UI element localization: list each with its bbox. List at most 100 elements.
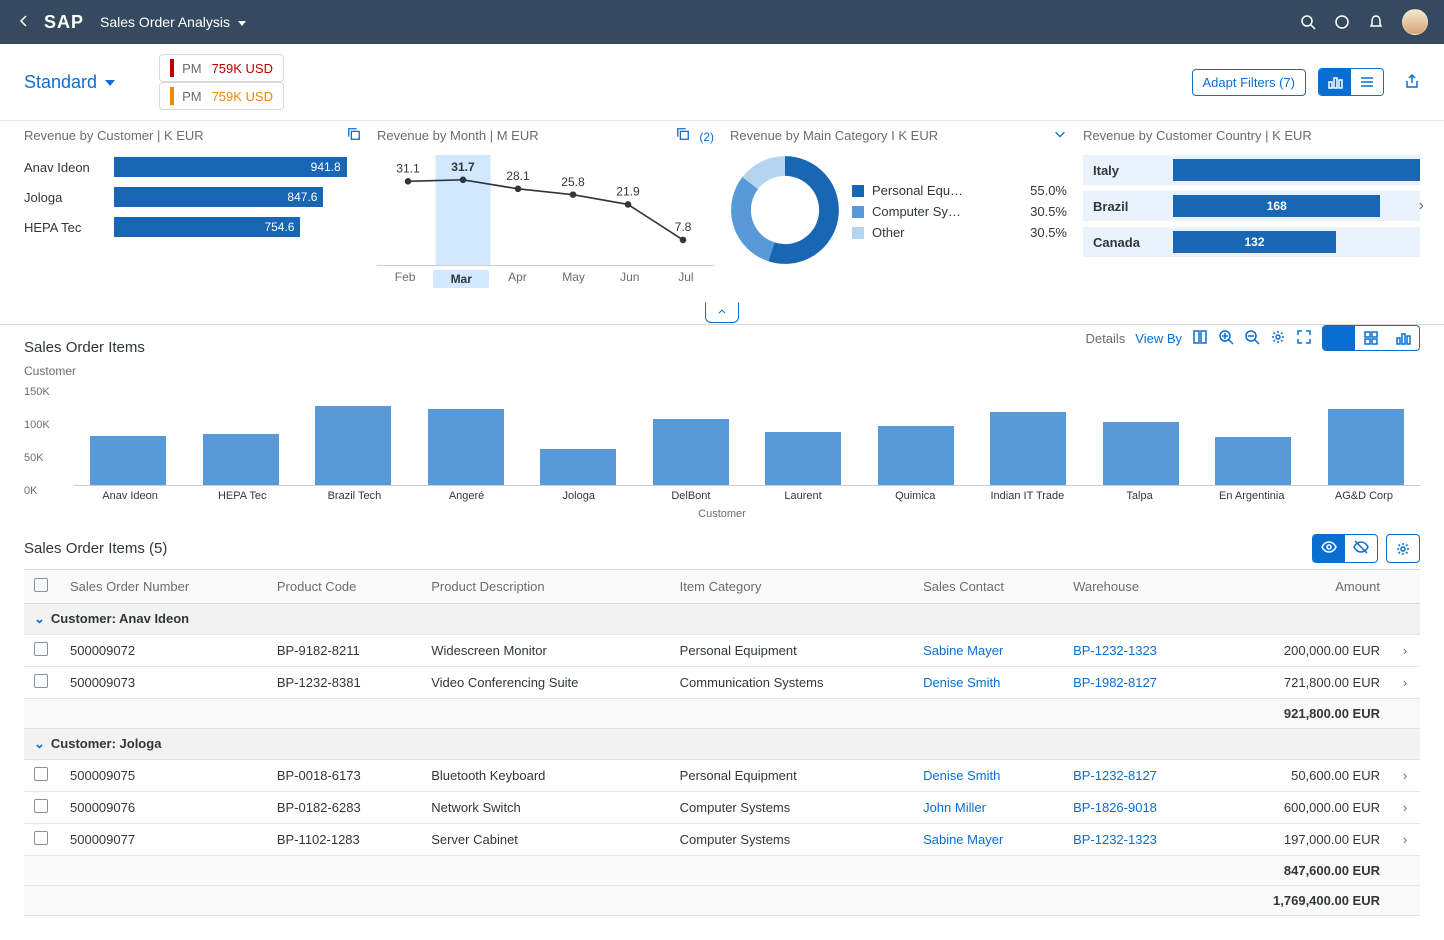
month-label[interactable]: Jun — [602, 270, 658, 288]
chart-bar[interactable] — [90, 436, 166, 486]
group-header[interactable]: ⌄Customer: Anav Ideon — [24, 604, 1420, 635]
chart-bar[interactable] — [878, 426, 954, 485]
gear-icon[interactable] — [1386, 534, 1420, 563]
column-header[interactable]: Amount — [1217, 570, 1390, 604]
x-axis-label: Laurent — [747, 490, 859, 502]
view-by-link[interactable]: View By — [1135, 331, 1182, 346]
search-icon[interactable] — [1300, 14, 1316, 30]
popout-icon[interactable] — [676, 130, 690, 144]
popout-icon[interactable] — [347, 127, 361, 144]
x-axis-label: Anav Ideon — [74, 490, 186, 502]
back-icon[interactable] — [16, 13, 32, 32]
contact-link[interactable]: Denise Smith — [923, 675, 1000, 690]
table-row: 500009073BP-1232-8381Video Conferencing … — [24, 667, 1420, 699]
select-all-checkbox[interactable] — [34, 578, 48, 592]
chart-bar[interactable] — [315, 406, 391, 485]
row-checkbox[interactable] — [34, 799, 48, 813]
hbar-row[interactable]: Jologa847.6 — [24, 185, 361, 209]
chart-bar[interactable] — [653, 419, 729, 485]
chevron-down-icon[interactable] — [1053, 127, 1067, 144]
eye-icon[interactable] — [1313, 535, 1345, 562]
chart-bar[interactable] — [428, 409, 504, 485]
column-header[interactable]: Sales Order Number — [60, 570, 267, 604]
chevron-right-icon[interactable]: › — [1419, 197, 1424, 215]
variant-selector[interactable]: Standard — [24, 72, 115, 93]
chart-bar[interactable] — [1103, 422, 1179, 485]
country-row[interactable]: Canada132 — [1083, 227, 1420, 257]
chart-bar[interactable] — [203, 434, 279, 485]
eye-off-icon[interactable] — [1345, 535, 1377, 562]
bell-icon[interactable] — [1368, 14, 1384, 30]
month-label[interactable]: Feb — [377, 270, 433, 288]
adapt-filters-button[interactable]: Adapt Filters (7) — [1192, 69, 1306, 96]
warehouse-link[interactable]: BP-1826-9018 — [1073, 800, 1157, 815]
list-view-icon[interactable] — [1351, 69, 1383, 95]
chart-bar[interactable] — [540, 449, 616, 485]
column-header[interactable]: Warehouse — [1063, 570, 1217, 604]
row-nav-icon[interactable]: › — [1390, 824, 1420, 856]
count-link[interactable]: (2) — [699, 130, 714, 144]
customer-bar-chart[interactable]: 150K100K50K0K Anav IdeonHEPA TecBrazil T… — [24, 386, 1420, 520]
chart-view-icon[interactable] — [1319, 69, 1351, 95]
share-icon[interactable] — [1404, 73, 1420, 92]
kpi-pill[interactable]: PM759K USD — [159, 82, 284, 110]
avatar[interactable] — [1402, 9, 1428, 35]
warehouse-link[interactable]: BP-1232-1323 — [1073, 643, 1157, 658]
chart-bar[interactable] — [765, 432, 841, 485]
zoom-out-icon[interactable] — [1244, 329, 1260, 348]
x-axis-label: Indian IT Trade — [971, 490, 1083, 502]
grid-view-icon[interactable] — [1355, 326, 1387, 350]
card-title: Revenue by Month | M EUR — [377, 128, 539, 143]
month-label[interactable]: Apr — [489, 270, 545, 288]
x-axis-label: En Argentinia — [1196, 490, 1308, 502]
column-header[interactable]: Sales Contact — [913, 570, 1063, 604]
legend-item[interactable]: Personal Equ…55.0% — [852, 183, 1067, 198]
x-axis-label: Quimica — [859, 490, 971, 502]
chart-only-icon[interactable] — [1387, 326, 1419, 350]
legend-item[interactable]: Computer Sy…30.5% — [852, 204, 1067, 219]
collapse-icon[interactable] — [705, 302, 739, 323]
contact-link[interactable]: Sabine Mayer — [923, 832, 1003, 847]
contact-link[interactable]: Denise Smith — [923, 768, 1000, 783]
month-label[interactable]: May — [546, 270, 602, 288]
row-nav-icon[interactable]: › — [1390, 760, 1420, 792]
zoom-in-icon[interactable] — [1218, 329, 1234, 348]
dimension-icon[interactable] — [1192, 329, 1208, 348]
fullscreen-icon[interactable] — [1296, 329, 1312, 348]
country-row[interactable]: Italy — [1083, 155, 1420, 185]
warehouse-link[interactable]: BP-1232-1323 — [1073, 832, 1157, 847]
visual-filter-bar: Revenue by Customer | K EUR Anav Ideon94… — [0, 121, 1444, 304]
row-nav-icon[interactable]: › — [1390, 667, 1420, 699]
chart-bar[interactable] — [990, 412, 1066, 485]
row-checkbox[interactable] — [34, 767, 48, 781]
hbar-row[interactable]: Anav Ideon941.8 — [24, 155, 361, 179]
hybrid-view-icon[interactable] — [1323, 326, 1355, 350]
row-nav-icon[interactable]: › — [1390, 635, 1420, 667]
gear-icon[interactable] — [1270, 329, 1286, 348]
hbar-row[interactable]: HEPA Tec754.6 — [24, 215, 361, 239]
section-title: Sales Order Items — [24, 339, 145, 356]
copilot-icon[interactable] — [1334, 14, 1350, 30]
contact-link[interactable]: John Miller — [923, 800, 986, 815]
month-label[interactable]: Jul — [658, 270, 714, 288]
contact-link[interactable]: Sabine Mayer — [923, 643, 1003, 658]
chart-bar[interactable] — [1215, 437, 1291, 485]
column-header[interactable]: Product Description — [421, 570, 669, 604]
group-header[interactable]: ⌄Customer: Jologa — [24, 729, 1420, 760]
legend-item[interactable]: Other30.5% — [852, 225, 1067, 240]
warehouse-link[interactable]: BP-1982-8127 — [1073, 675, 1157, 690]
chart-bar[interactable] — [1328, 409, 1404, 485]
row-checkbox[interactable] — [34, 674, 48, 688]
column-header[interactable]: Product Code — [267, 570, 421, 604]
row-nav-icon[interactable]: › — [1390, 792, 1420, 824]
column-header[interactable]: Item Category — [670, 570, 913, 604]
kpi-pill[interactable]: PM759K USD — [159, 54, 284, 82]
country-row[interactable]: Brazil168 — [1083, 191, 1420, 221]
row-checkbox[interactable] — [34, 831, 48, 845]
svg-text:31.1: 31.1 — [396, 162, 420, 176]
month-label[interactable]: Mar — [433, 270, 489, 288]
app-title[interactable]: Sales Order Analysis — [100, 14, 246, 30]
shell-header: SAP Sales Order Analysis — [0, 0, 1444, 44]
warehouse-link[interactable]: BP-1232-8127 — [1073, 768, 1157, 783]
row-checkbox[interactable] — [34, 642, 48, 656]
